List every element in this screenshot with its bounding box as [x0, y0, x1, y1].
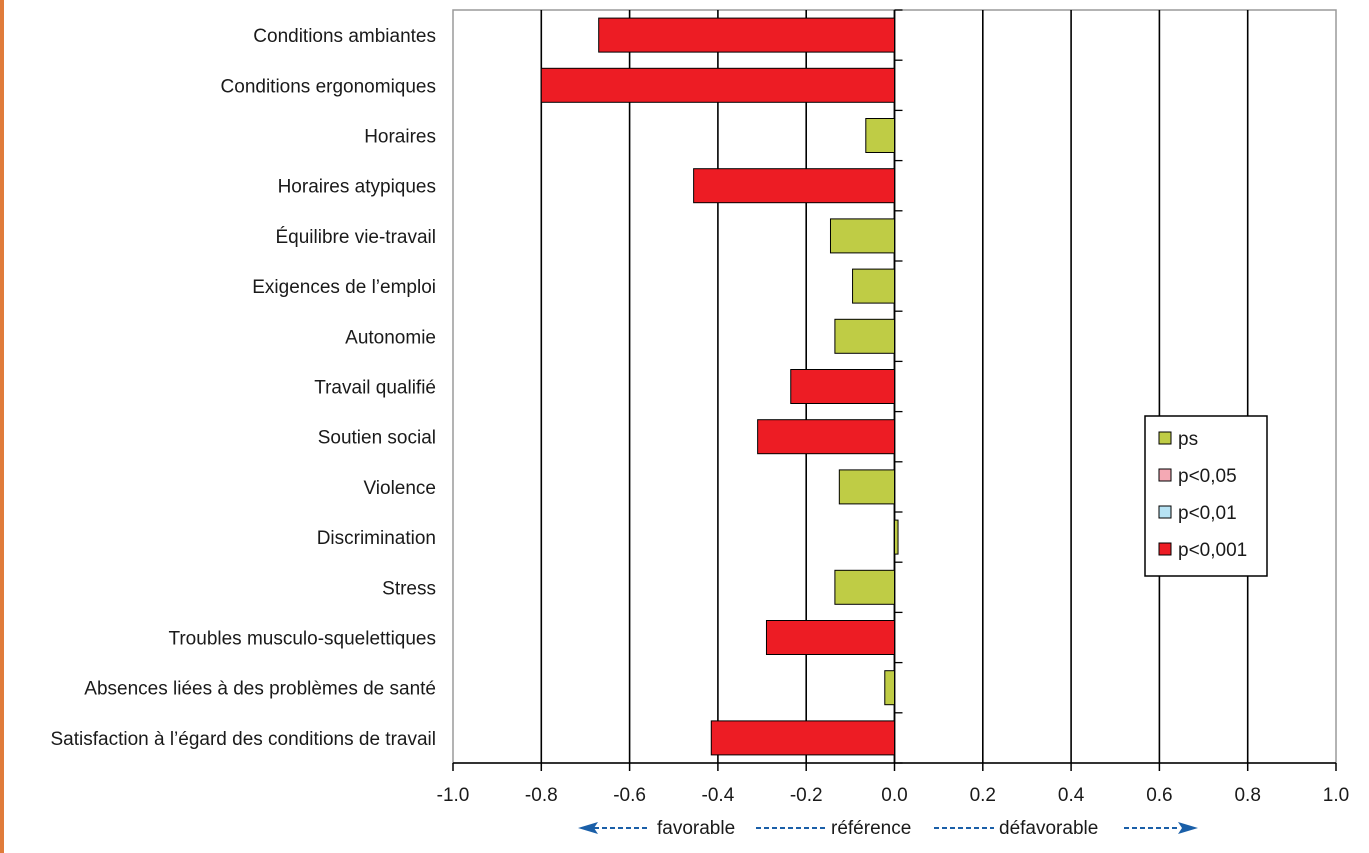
x-tick-label: -0.6: [613, 785, 646, 806]
bar: [765, 620, 896, 655]
category-label: Exigences de l’emploi: [252, 277, 436, 298]
bar: [865, 118, 895, 153]
bar: [540, 67, 895, 103]
bar: [710, 720, 896, 756]
bar: [884, 670, 895, 706]
right-arrowhead: [1178, 822, 1198, 834]
left-accent-bar: [0, 0, 4, 853]
category-label: Discrimination: [317, 528, 436, 549]
x-tick-label: 1.0: [1323, 785, 1349, 806]
category-label: Travail qualifié: [314, 378, 436, 399]
bar: [838, 469, 895, 505]
category-label: Stress: [382, 578, 436, 599]
category-label: Autonomie: [345, 327, 436, 348]
category-label: Absences liées à des problèmes de santé: [84, 679, 436, 700]
legend-label: ps: [1178, 429, 1198, 450]
legend-swatch: [1158, 505, 1172, 519]
legend-swatch: [1158, 431, 1172, 445]
x-tick-label: 0.8: [1234, 785, 1260, 806]
legend-label: p<0,01: [1178, 503, 1237, 524]
x-tick-label: 0.6: [1146, 785, 1172, 806]
bar: [852, 268, 895, 304]
category-label: Équilibre vie-travail: [275, 227, 436, 248]
bar: [693, 168, 895, 204]
category-label: Horaires atypiques: [278, 177, 436, 198]
bar: [790, 369, 895, 404]
bar: [757, 419, 896, 455]
bar: [834, 318, 896, 354]
left-arrowhead: [578, 822, 598, 834]
bar: [598, 17, 895, 53]
x-tick-label: -0.4: [702, 785, 735, 806]
x-tick-label: 0.4: [1058, 785, 1085, 806]
legend-swatch: [1158, 542, 1172, 556]
category-label: Satisfaction à l’égard des conditions de…: [50, 729, 436, 750]
x-tick-label: 0.0: [881, 785, 907, 806]
category-label: Soutien social: [318, 428, 436, 449]
category-label: Horaires: [364, 127, 436, 148]
legend-label: p<0,001: [1178, 540, 1247, 561]
direction-reference: référence: [831, 818, 911, 839]
category-label: Troubles musculo-squelettiques: [168, 629, 436, 650]
legend-swatch: [1158, 468, 1172, 482]
direction-defavorable: défavorable: [999, 818, 1098, 839]
direction-favorable: favorable: [657, 818, 735, 839]
bar: [834, 569, 896, 605]
bar: [829, 218, 895, 254]
category-label: Violence: [363, 478, 436, 499]
bar: [894, 519, 899, 555]
category-label: Conditions ambiantes: [253, 26, 436, 47]
legend-label: p<0,05: [1178, 466, 1237, 487]
x-tick-label: -1.0: [437, 785, 470, 806]
x-tick-label: -0.8: [525, 785, 558, 806]
category-label: Conditions ergonomiques: [221, 76, 436, 97]
x-tick-label: 0.2: [970, 785, 996, 806]
x-tick-label: -0.2: [790, 785, 823, 806]
